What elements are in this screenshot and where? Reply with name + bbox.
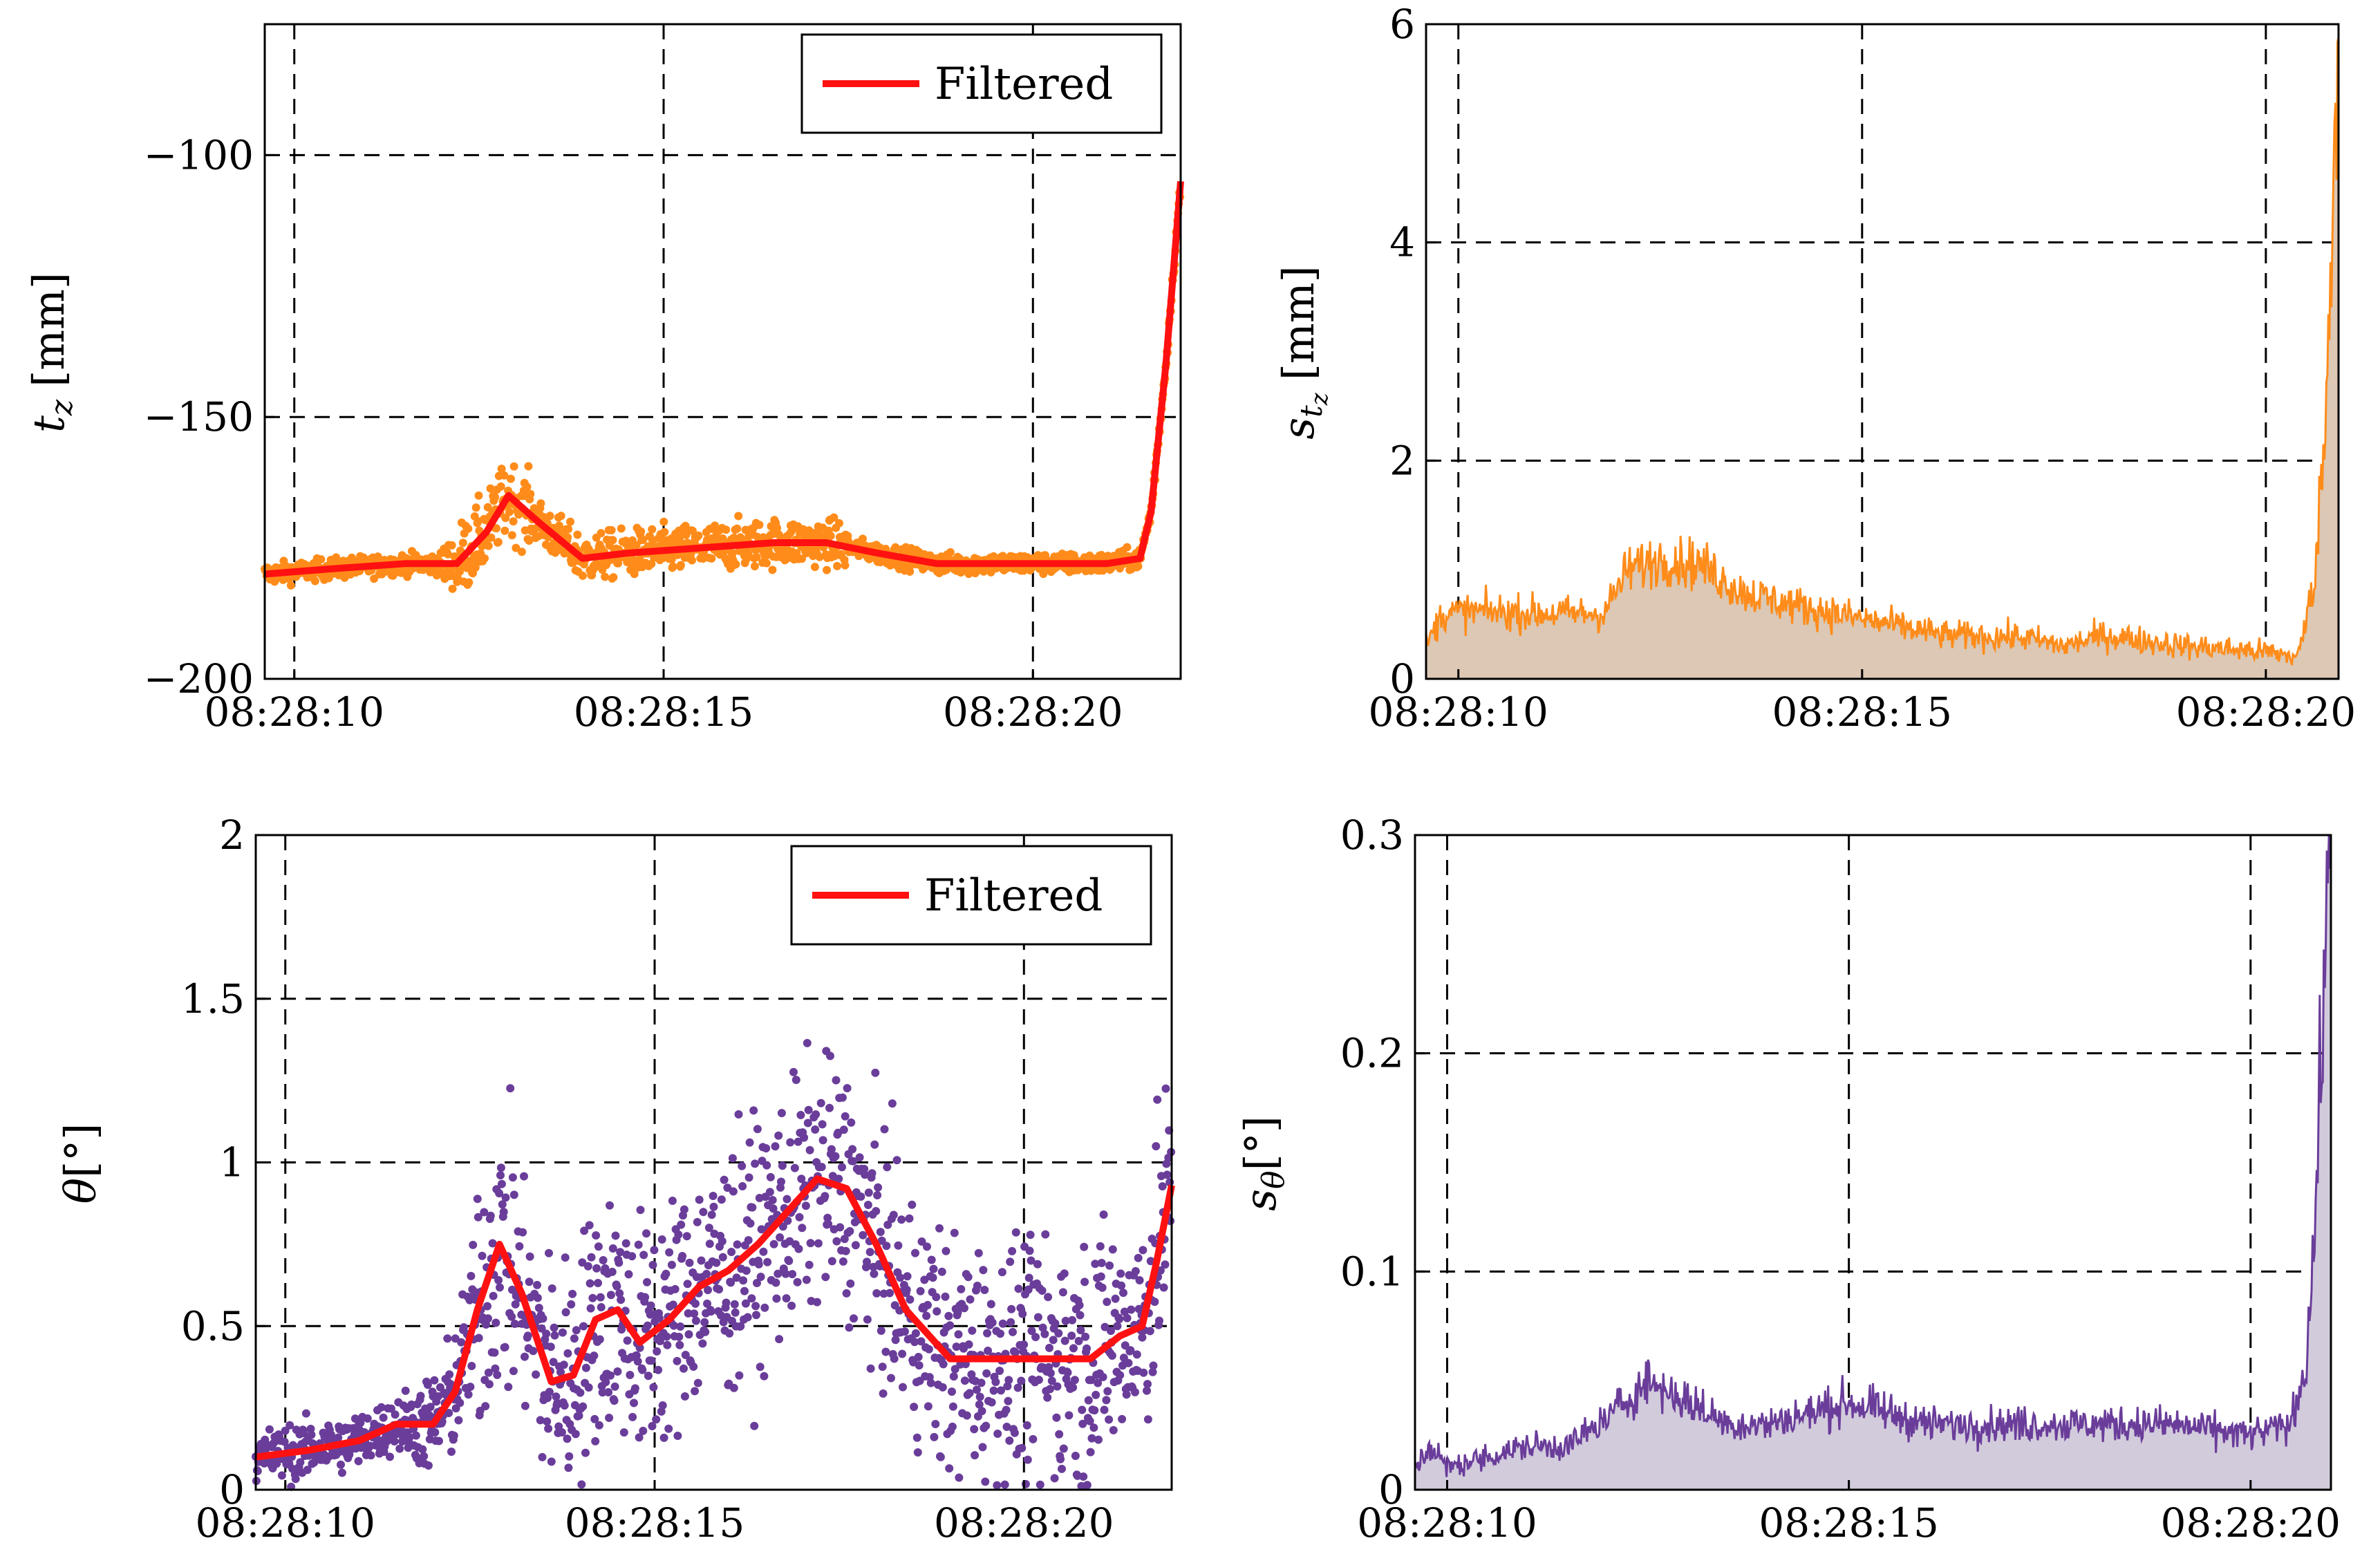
y-tick-label: 0	[219, 1466, 245, 1513]
theta-ylabel: θ[°]	[55, 1123, 106, 1204]
panel-s-theta: 08:28:10 08:28:15 08:28:20 0 0.1 0.2 0.3 sθ[°]	[1235, 812, 2341, 1546]
x-tick-label: 08:28:20	[2176, 689, 2356, 736]
y-tick-label: 4	[1389, 219, 1415, 266]
tz-legend-label: Filtered	[935, 59, 1113, 110]
x-tick-label: 08:28:20	[2161, 1499, 2341, 1546]
x-tick-label: 08:28:20	[943, 689, 1123, 736]
panel-tz: 08:28:10 08:28:15 08:28:20 −200 −150 −100 tz[…	[24, 23, 1185, 736]
x-tick-label: 08:28:15	[1759, 1499, 1939, 1546]
y-tick-label: 0.2	[1340, 1030, 1404, 1077]
y-tick-label: −200	[144, 655, 254, 702]
s-theta-ylabel: sθ[°]	[1235, 1116, 1291, 1211]
theta-filtered-line	[255, 1175, 1175, 1461]
x-tick-label: 08:28:15	[565, 1499, 745, 1546]
s-tz-ylabel: stz[mm]	[1273, 265, 1333, 439]
tz-raw-points	[261, 188, 1185, 593]
y-tick-label: −150	[144, 393, 254, 440]
x-tick-label: 08:28:15	[574, 689, 754, 736]
theta-raw-points	[252, 1038, 1176, 1491]
y-tick-label: 0.3	[1340, 812, 1404, 859]
x-tick-label: 08:28:15	[1772, 689, 1953, 736]
theta-plot-frame	[254, 834, 1173, 1491]
tz-legend-box	[800, 33, 1163, 134]
s-theta-plot-frame	[1414, 834, 2332, 1491]
y-tick-label: 2	[219, 812, 245, 859]
s_theta-line	[1414, 834, 2332, 1477]
y-tick-label: 0	[1389, 655, 1415, 702]
x-tick-label: 08:28:20	[934, 1499, 1114, 1546]
y-tick-label: 6	[1389, 1, 1415, 48]
y-tick-label: 0.5	[181, 1302, 245, 1349]
s-tz-plot-frame	[1425, 23, 2340, 680]
tz-filtered-line	[264, 180, 1184, 578]
x-tick-label: 08:28:10	[204, 689, 384, 736]
tz-plot-frame	[263, 23, 1182, 680]
y-tick-label: −100	[144, 131, 254, 178]
x-tick-label: 08:28:10	[1368, 689, 1548, 736]
y-tick-label: 1.5	[181, 975, 245, 1022]
theta-legend: Filtered	[790, 845, 1152, 946]
s_tz-area-fill	[1426, 37, 2339, 679]
x-tick-label: 08:28:10	[195, 1499, 375, 1546]
y-tick-label: 2	[1389, 437, 1415, 484]
s_tz-line	[1425, 37, 2340, 666]
y-tick-label: 0	[1378, 1466, 1404, 1513]
y-tick-label: 0.1	[1340, 1248, 1404, 1295]
tz-legend: Filtered	[800, 33, 1163, 134]
y-tick-label: 1	[219, 1139, 245, 1186]
panel-theta: 08:28:10 08:28:15 08:28:20 0 0.5 1 1.5 2 θ[°] F…	[55, 812, 1176, 1546]
x-tick-label: 08:28:10	[1357, 1499, 1537, 1546]
tz-ylabel: tz[mm]	[24, 272, 79, 433]
panel-s-tz: 08:28:10 08:28:15 08:28:20 0 2 4 6 stz[mm]	[1273, 1, 2356, 736]
theta-legend-label: Filtered	[924, 870, 1103, 921]
